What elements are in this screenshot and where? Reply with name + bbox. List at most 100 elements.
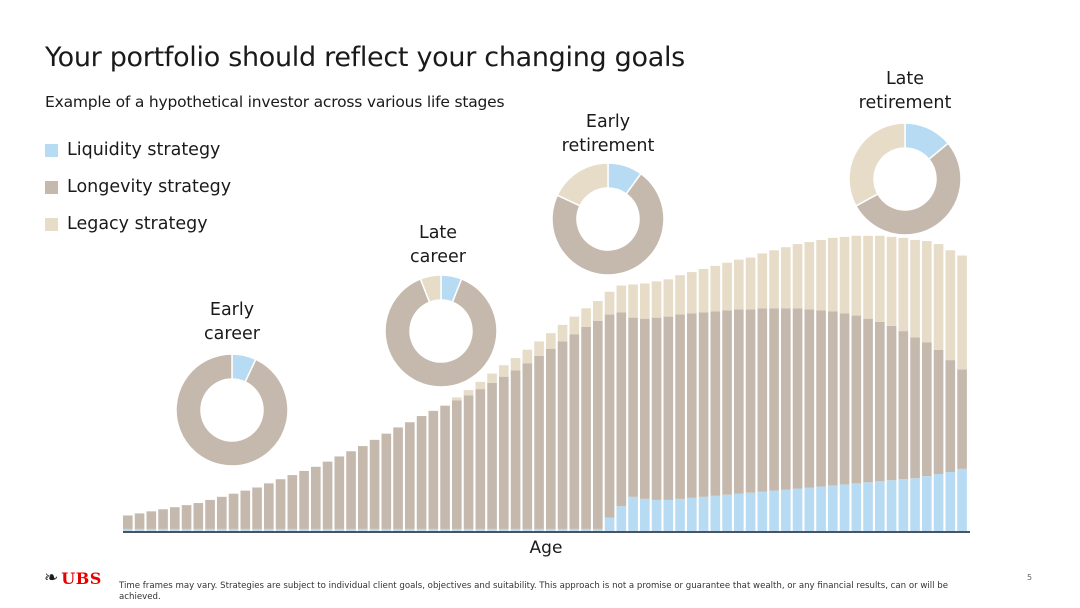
- bar-segment-longevity: [734, 309, 744, 494]
- bar-segment-longevity: [722, 310, 732, 495]
- donut-slice-longevity: [551, 172, 665, 276]
- stage-label-late-retirement: Late retirement: [859, 67, 952, 115]
- bar-segment-longevity: [804, 309, 815, 488]
- disclaimer-footnote: Time frames may vary. Strategies are sub…: [119, 581, 949, 602]
- bar-segment-longevity: [287, 475, 298, 529]
- bar-segment-longevity: [875, 321, 885, 482]
- bar-segment-liquidity: [722, 494, 732, 531]
- bar-segment-longevity: [933, 349, 944, 475]
- bar-segment-longevity: [428, 410, 439, 529]
- bar-segment-liquidity: [922, 476, 932, 531]
- bar-segment-liquidity: [440, 528, 450, 531]
- bar-segment-longevity: [217, 496, 227, 529]
- bar-segment-longevity: [569, 334, 580, 529]
- bar-segment-liquidity: [228, 528, 239, 531]
- bar-segment-longevity: [863, 318, 873, 483]
- bar-segment-longevity: [640, 318, 650, 499]
- legend-swatch-liquidity: [45, 143, 58, 157]
- donut-slice-longevity: [384, 277, 498, 388]
- ubs-logo: ❧ UBS: [44, 568, 102, 588]
- bar-segment-legacy: [546, 333, 556, 349]
- bar-segment-liquidity: [675, 498, 685, 531]
- bar-segment-liquidity: [522, 528, 533, 531]
- page-title: Your portfolio should reflect your chang…: [45, 42, 685, 73]
- bar-segment-longevity: [886, 325, 897, 481]
- bar-segment-legacy: [933, 244, 944, 350]
- bar-segment-longevity: [334, 456, 345, 529]
- bar-segment-legacy: [769, 250, 779, 309]
- stage-label-late-career: Late career: [410, 221, 466, 269]
- bar-segment-liquidity: [381, 528, 392, 531]
- donut-chart-early-retirement: [551, 162, 665, 276]
- bar-segment-liquidity: [264, 528, 274, 531]
- stage-label-line: retirement: [858, 93, 952, 113]
- bar-segment-longevity: [534, 355, 544, 529]
- bar-segment-liquidity: [534, 528, 544, 531]
- bar-segment-legacy: [640, 283, 650, 319]
- bar-segment-liquidity: [358, 528, 368, 531]
- bar-segment-longevity: [781, 308, 791, 490]
- bar-segment-longevity: [769, 308, 779, 491]
- bar-segment-longevity: [745, 309, 756, 493]
- bar-segment-legacy: [604, 291, 615, 315]
- bar-segment-liquidity: [875, 481, 885, 531]
- bar-segment-longevity: [604, 314, 615, 518]
- bar-segment-liquidity: [546, 528, 556, 531]
- bar-segment-longevity: [416, 416, 427, 529]
- bar-segment-longevity: [851, 315, 862, 484]
- bar-segment-longevity: [311, 466, 321, 529]
- bar-segment-liquidity: [334, 528, 345, 531]
- bar-segment-liquidity: [299, 528, 309, 531]
- stage-label-early-retirement: Early retirement: [562, 110, 655, 158]
- bar-segment-longevity: [663, 316, 674, 500]
- bar-segment-liquidity: [663, 499, 674, 531]
- bar-segment-longevity: [440, 405, 450, 529]
- bar-segment-liquidity: [475, 528, 486, 531]
- bar-segment-liquidity: [945, 471, 956, 531]
- stage-label-line: retirement: [561, 136, 655, 156]
- bar-segment-longevity: [710, 311, 721, 496]
- bar-segment-liquidity: [933, 474, 944, 531]
- bar-segment-longevity: [158, 509, 168, 529]
- bar-segment-legacy: [875, 235, 885, 322]
- bar-segment-longevity: [381, 433, 392, 529]
- bar-segment-legacy: [816, 239, 826, 311]
- bar-segment-legacy: [792, 244, 803, 309]
- bar-segment-liquidity: [745, 492, 756, 531]
- bar-segment-longevity: [463, 395, 474, 529]
- bar-segment-longevity: [358, 446, 368, 529]
- donut-chart-late-career: [384, 274, 498, 388]
- bar-segment-longevity: [828, 311, 838, 486]
- bar-segment-longevity: [816, 310, 826, 487]
- bar-segment-legacy: [675, 275, 685, 315]
- three-keys-icon: ❧: [44, 568, 59, 588]
- bar-segment-longevity: [252, 487, 262, 529]
- bar-segment-longevity: [405, 422, 415, 529]
- bar-segment-legacy: [828, 237, 838, 312]
- bar-segment-liquidity: [792, 488, 803, 531]
- stage-label-line: Late: [885, 69, 925, 89]
- bar-segment-legacy: [663, 279, 674, 317]
- bar-segment-liquidity: [322, 528, 333, 531]
- bar-segment-liquidity: [828, 485, 838, 531]
- bar-segment-legacy: [463, 390, 474, 396]
- legend-item-liquidity: Liquidity strategy: [45, 138, 231, 162]
- bar-segment-legacy: [475, 381, 486, 390]
- bar-segment-liquidity: [217, 528, 227, 531]
- donut-slice-legacy: [419, 274, 442, 304]
- bar-segment-legacy: [510, 358, 521, 371]
- bar-segment-liquidity: [769, 490, 779, 531]
- bar-segment-longevity: [945, 360, 956, 472]
- bar-segment-legacy: [863, 235, 873, 319]
- bar-segment-legacy: [922, 241, 932, 343]
- bar-segment-longevity: [181, 505, 192, 529]
- bar-segment-legacy: [534, 341, 544, 356]
- bar-segment-legacy: [593, 301, 603, 321]
- bar-segment-longevity: [651, 317, 662, 500]
- chart-legend: Liquidity strategy Longevity strategy Le…: [45, 138, 231, 249]
- bar-segment-liquidity: [910, 478, 920, 531]
- bar-segment-liquidity: [604, 517, 615, 531]
- legend-label-liquidity: Liquidity strategy: [67, 140, 221, 160]
- legend-label-legacy: Legacy strategy: [67, 214, 208, 234]
